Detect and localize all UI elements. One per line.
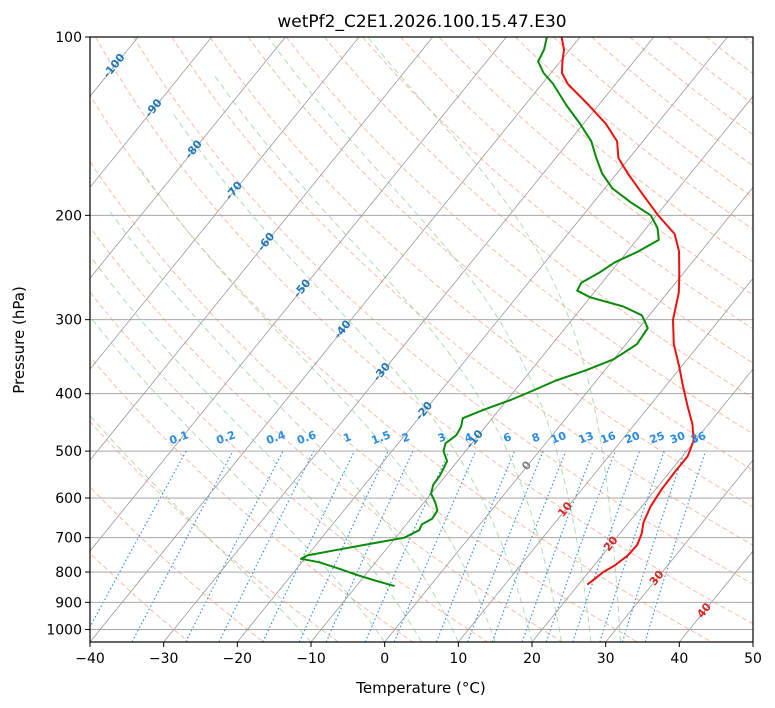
isotherm-line (90, 37, 213, 188)
dry-adiabat (324, 37, 753, 399)
dry-adiabat (285, 37, 753, 435)
y-tick-label: 200 (55, 208, 82, 224)
isotherm-line (90, 37, 360, 370)
data-layer (300, 37, 695, 588)
mixing-ratio-line (644, 450, 707, 642)
x-tick-label: −20 (223, 651, 253, 667)
moist-adiabat (90, 315, 386, 642)
x-tick-label: 30 (597, 651, 615, 667)
mixing-ratio-label: 0.2 (214, 428, 237, 447)
isotherm-line (531, 368, 753, 642)
isotherm-line (458, 277, 753, 642)
y-tick-label: 500 (55, 444, 82, 460)
mixing-ratio-line (599, 450, 665, 642)
mixing-ratio-label: 36 (689, 429, 708, 447)
y-axis-title: Pressure (hPa) (10, 286, 28, 394)
moist-adiabat (173, 113, 533, 642)
y-tick-label: 600 (55, 491, 82, 507)
mixing-ratio-label: 16 (599, 429, 618, 447)
y-tick-label: 100 (55, 30, 82, 46)
mixing-ratio-label: 6 (502, 430, 514, 445)
mixing-ratio-label: 4 (463, 430, 475, 445)
dry-adiabat (90, 355, 414, 642)
mixing-ratio-line (364, 450, 450, 642)
isotherm-line (237, 37, 728, 642)
moist-adiabat (90, 254, 422, 642)
moist-adiabat (367, 37, 621, 642)
mixing-ratio-line (435, 450, 516, 642)
moist-adiabat (267, 37, 592, 642)
mixing-ratio-label: 0.4 (264, 428, 287, 447)
mixing-ratio-line (218, 450, 315, 642)
mixing-ratio-label: 10 (549, 429, 568, 447)
isotherm-line (90, 37, 507, 552)
x-tick-label: 50 (744, 651, 762, 667)
mixing-ratio-label: 25 (648, 429, 667, 446)
x-tick-label: 40 (670, 651, 688, 667)
mixing-ratio-label: 1.5 (370, 428, 393, 447)
grid-layer (90, 37, 753, 642)
x-tick-label: 10 (449, 651, 467, 667)
mixing-ratio-line (491, 450, 567, 642)
dry-adiabat (438, 37, 753, 296)
isotherm-line (384, 186, 753, 642)
isotherm-line (605, 459, 753, 642)
axis-layer: −40 −30 −20 −10 0 10 20 30 40 5010020030040050060… (46, 30, 762, 667)
mixing-ratio-line (185, 450, 284, 642)
y-tick-label: 900 (55, 595, 82, 611)
mixing-ratio-label: 0.1 (168, 428, 191, 447)
dry-adiabat (514, 37, 753, 230)
chart-title: wetPf2_C2E1.2026.100.15.47.E30 (277, 12, 566, 32)
isotherm-line (90, 37, 581, 642)
y-tick-label: 1000 (46, 622, 82, 638)
isotherm-line (90, 37, 434, 461)
moist-adiabat (107, 208, 459, 642)
mixing-ratio-label: 8 (530, 430, 542, 445)
x-tick-label: 20 (523, 651, 541, 667)
temperature-line (560, 37, 695, 586)
x-tick-label: −30 (149, 651, 179, 667)
mixing-ratio-line (545, 450, 616, 642)
x-tick-label: −40 (75, 651, 105, 667)
mixing-ratio-line (572, 450, 641, 642)
mixing-ratio-label: 13 (577, 429, 596, 446)
mixing-ratio-line (90, 450, 187, 629)
dry-adiabat (133, 37, 753, 585)
mixing-ratio-label: 2 (400, 430, 412, 445)
dry-adiabat (95, 37, 753, 625)
x-tick-label: 0 (380, 651, 389, 667)
plot-frame (89, 36, 754, 643)
mixing-ratio-line (131, 450, 234, 642)
mixing-ratio-line (621, 450, 686, 642)
mixing-ratio-label: 20 (623, 429, 642, 447)
mixing-ratio-label: 30 (668, 429, 687, 447)
isotherm-line (163, 37, 655, 642)
y-tick-label: 300 (55, 313, 82, 329)
moist-adiabat (137, 165, 496, 642)
mixing-ratio-line (521, 450, 594, 642)
x-axis-title: Temperature (°C) (355, 679, 485, 697)
mixing-ratio-label: 0.6 (295, 428, 318, 447)
dewpoint-line (300, 37, 660, 588)
dry-adiabat (90, 160, 638, 642)
x-tick-label: −10 (296, 651, 326, 667)
dry-adiabat (171, 37, 753, 546)
isotherm-line (90, 37, 286, 279)
dry-adiabat (90, 486, 264, 642)
dry-adiabat (476, 37, 753, 263)
y-tick-label: 400 (55, 387, 82, 403)
mixing-ratio-line (466, 450, 544, 642)
mixing-ratio-label: 3 (436, 430, 448, 445)
y-tick-label: 800 (55, 565, 82, 581)
mixing-ratio-label: 1 (341, 430, 353, 445)
moist-adiabat (90, 414, 312, 642)
y-tick-label: 700 (55, 531, 82, 547)
dry-adiabat (362, 37, 753, 364)
moist-adiabat (212, 72, 562, 642)
isotherm-line (310, 95, 753, 642)
dry-adiabat (553, 37, 753, 198)
